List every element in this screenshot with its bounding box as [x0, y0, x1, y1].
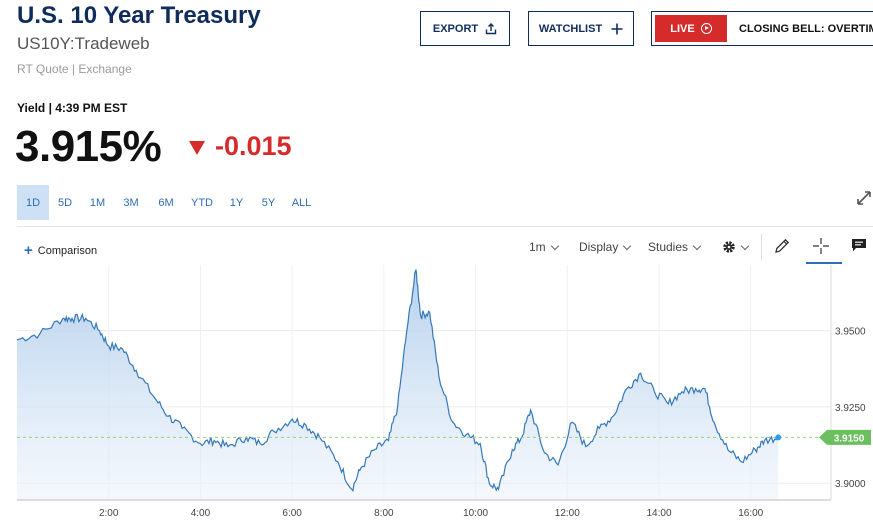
x-tick-label: 6:00: [282, 508, 302, 519]
export-label: EXPORT: [432, 22, 479, 35]
toolbar-separator: [761, 234, 762, 260]
range-5d[interactable]: 5D: [57, 196, 73, 209]
live-badge: LIVE: [655, 15, 727, 42]
share-icon: [485, 22, 497, 34]
range-ytd[interactable]: YTD: [191, 196, 213, 209]
toolbar-divider: [17, 226, 873, 227]
x-tick-label: 10:00: [463, 508, 488, 519]
x-tick-label: 2:00: [99, 508, 119, 519]
x-tick-label: 8:00: [374, 508, 394, 519]
quote-source-note: RT Quote | Exchange: [17, 62, 132, 76]
range-5y[interactable]: 5Y: [261, 196, 276, 209]
crosshair-active-indicator: [806, 262, 842, 264]
studies-dropdown[interactable]: Studies: [648, 240, 702, 254]
y-tick-label: 3.9500: [835, 327, 866, 338]
interval-dropdown[interactable]: 1m: [529, 240, 559, 254]
add-icon: +: [24, 242, 33, 259]
chevron-down-icon: [550, 241, 559, 251]
display-dropdown[interactable]: Display: [579, 240, 632, 254]
comparison-label: Comparison: [37, 244, 98, 257]
y-tick-label: 3.9250: [835, 403, 866, 414]
chevron-down-icon: [623, 241, 632, 251]
series-line: [16, 269, 779, 493]
x-tick-label: 14:00: [647, 508, 672, 519]
live-tv-button[interactable]: LIVE CLOSING BELL: OVERTIME: [651, 11, 873, 46]
watchlist-label: WATCHLIST: [538, 22, 603, 35]
time-range-selector: 1D 5D 1M 3M 6M YTD 1Y 5Y ALL: [17, 185, 319, 220]
plus-icon: [611, 23, 623, 34]
yield-timestamp: Yield | 4:39 PM EST: [17, 101, 128, 115]
x-tick-label: 16:00: [738, 508, 763, 519]
price-change: -0.015: [215, 131, 292, 161]
x-tick-label: 4:00: [191, 508, 211, 519]
crosshair-icon[interactable]: [812, 237, 830, 255]
chevron-down-icon: [692, 241, 702, 251]
expand-icon[interactable]: [856, 190, 872, 206]
chevron-down-icon: [740, 241, 750, 251]
studies-label: Studies: [648, 240, 689, 254]
pencil-icon[interactable]: [773, 237, 791, 255]
play-icon: [700, 23, 712, 34]
range-all[interactable]: ALL: [291, 196, 312, 209]
page-title: U.S. 10 Year Treasury: [17, 2, 261, 29]
x-tick-label: 12:00: [555, 508, 580, 519]
range-1y[interactable]: 1Y: [229, 196, 244, 209]
interval-label: 1m: [529, 240, 546, 254]
range-1d[interactable]: 1D: [17, 185, 49, 220]
ticker-symbol: US10Y:Tradeweb: [17, 34, 150, 53]
live-program-title: CLOSING BELL: OVERTIME: [739, 22, 873, 35]
current-value-badge: 3.9150: [819, 429, 871, 445]
y-tick-label: 3.9000: [835, 479, 866, 490]
settings-dropdown[interactable]: [722, 240, 750, 254]
range-3m[interactable]: 3M: [123, 196, 139, 209]
current-value-label: 3.9150: [834, 433, 865, 444]
export-button[interactable]: EXPORT: [420, 11, 510, 46]
range-1m[interactable]: 1M: [89, 196, 106, 209]
gear-icon: [723, 241, 735, 253]
last-price: 3.915%: [15, 122, 162, 171]
display-label: Display: [579, 240, 619, 254]
comment-icon[interactable]: [851, 238, 867, 253]
down-arrow-icon: [189, 141, 205, 155]
live-label: LIVE: [670, 22, 695, 35]
comparison-button[interactable]: + Comparison: [24, 242, 97, 259]
watchlist-button[interactable]: WATCHLIST: [528, 11, 634, 46]
series-area: [17, 269, 779, 500]
current-value-dot: [775, 434, 782, 441]
yield-chart[interactable]: 3.9500 3.9250 3.9000 2:00 4:00 6:00 8:00 10:00…: [0, 265, 873, 520]
range-6m[interactable]: 6M: [158, 196, 174, 209]
